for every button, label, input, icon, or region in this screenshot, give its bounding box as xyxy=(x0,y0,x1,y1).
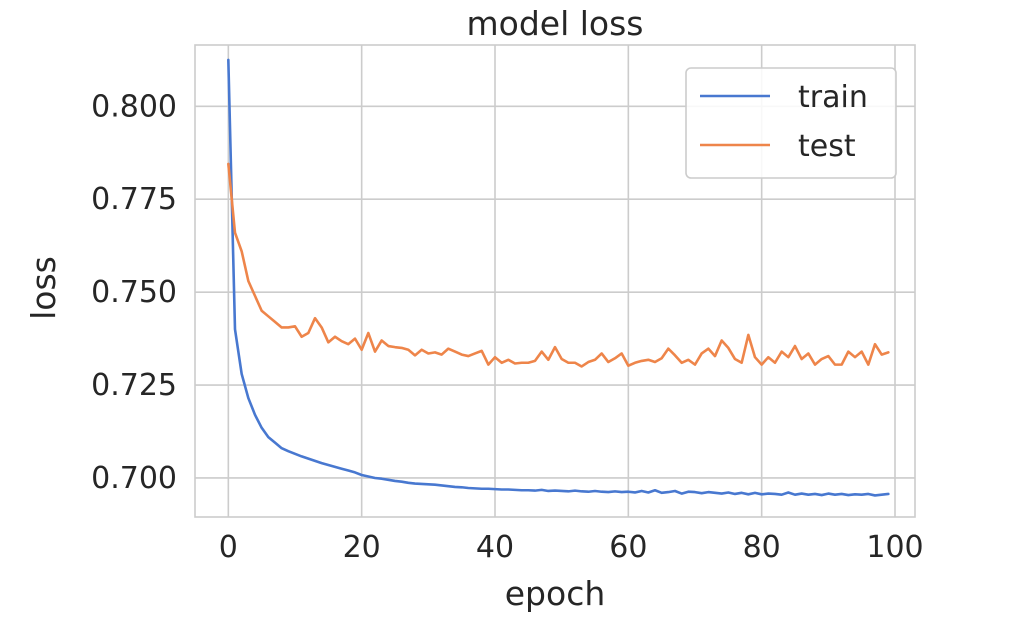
plot-frame xyxy=(194,44,916,518)
legend-label-train: train xyxy=(798,80,868,115)
legend-label-test: test xyxy=(798,129,856,164)
series-line-test xyxy=(227,162,890,368)
x-tick-label: 20 xyxy=(343,530,381,565)
x-tick-label: 100 xyxy=(866,530,923,565)
y-tick-label: 0.750 xyxy=(91,275,177,310)
y-tick-label: 0.700 xyxy=(91,461,177,496)
x-tick-label: 60 xyxy=(609,530,647,565)
y-tick-label: 0.775 xyxy=(91,182,177,217)
legend: train test xyxy=(685,67,897,179)
x-tick-label: 0 xyxy=(219,530,238,565)
y-tick-label: 0.725 xyxy=(91,368,177,403)
x-axis-label: epoch xyxy=(505,574,606,613)
x-tick-labels: 0 20 40 60 80 100 xyxy=(219,530,924,565)
series-lines xyxy=(227,58,890,497)
x-tick-label: 80 xyxy=(743,530,781,565)
y-tick-label: 0.800 xyxy=(91,89,177,124)
y-axis-label: loss xyxy=(24,256,63,320)
series-line-train xyxy=(227,58,890,497)
chart-title: model loss xyxy=(467,4,644,43)
y-tick-labels: 0.700 0.725 0.750 0.775 0.800 xyxy=(91,89,177,496)
x-tick-label: 40 xyxy=(476,530,514,565)
